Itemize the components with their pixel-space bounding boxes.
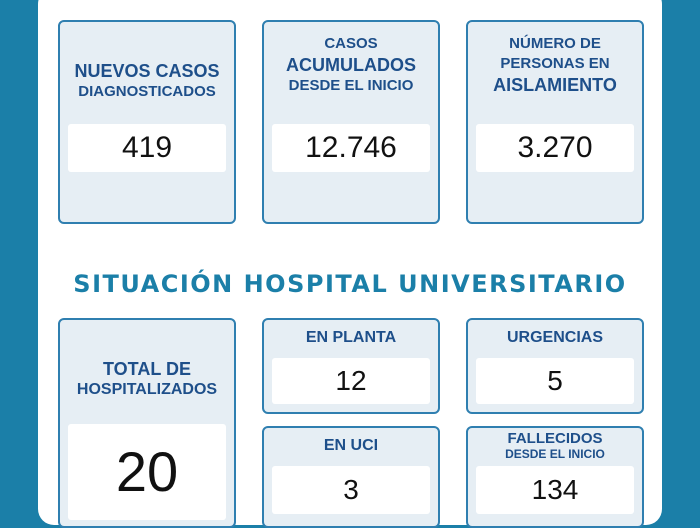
uci-value: 3 <box>272 466 430 514</box>
aislamiento-label: NÚMERO DE PERSONAS EN AISLAMIENTO <box>468 34 642 96</box>
urgencias-value: 5 <box>476 358 634 404</box>
nuevos-casos-value: 419 <box>68 124 226 172</box>
aislamiento-line2: PERSONAS EN <box>500 55 610 72</box>
card-fallecidos: FALLECIDOS DESDE EL INICIO 134 <box>466 426 644 528</box>
acumulados-label: CASOS ACUMULADOS DESDE EL INICIO <box>264 34 438 96</box>
acumulados-value: 12.746 <box>272 124 430 172</box>
total-line1: TOTAL DE <box>102 359 191 379</box>
total-line2: HOSPITALIZADOS <box>76 381 218 398</box>
urgencias-label: URGENCIAS <box>506 329 603 346</box>
acumulados-line3: DESDE EL INICIO <box>288 77 414 94</box>
card-aislamiento: NÚMERO DE PERSONAS EN AISLAMIENTO 3.270 <box>466 20 644 224</box>
section-title: SITUACIÓN HOSPITAL UNIVERSITARIO <box>73 270 627 298</box>
aislamiento-line3: AISLAMIENTO <box>493 75 617 95</box>
planta-value: 12 <box>272 358 430 404</box>
total-label: TOTAL DE HOSPITALIZADOS <box>60 358 234 400</box>
aislamiento-value: 3.270 <box>476 124 634 172</box>
nuevos-casos-line1: NUEVOS CASOS <box>74 61 220 81</box>
card-en-planta: EN PLANTA 12 <box>262 318 440 414</box>
fallecidos-label: FALLECIDOS DESDE EL INICIO <box>468 430 642 461</box>
card-en-uci: EN UCI 3 <box>262 426 440 528</box>
fallecidos-line1: FALLECIDOS <box>507 430 603 447</box>
card-urgencias: URGENCIAS 5 <box>466 318 644 414</box>
acumulados-line1: CASOS <box>324 35 378 52</box>
uci-label: EN UCI <box>323 437 379 454</box>
acumulados-line2: ACUMULADOS <box>286 55 416 75</box>
fallecidos-value: 134 <box>476 466 634 514</box>
nuevos-casos-line2: DIAGNOSTICADOS <box>78 83 216 100</box>
planta-label: EN PLANTA <box>305 329 397 346</box>
card-nuevos-casos: NUEVOS CASOS DIAGNOSTICADOS 419 <box>58 20 236 224</box>
nuevos-casos-label: NUEVOS CASOS DIAGNOSTICADOS <box>60 60 234 102</box>
card-total-hospitalizados: TOTAL DE HOSPITALIZADOS 20 <box>58 318 236 528</box>
total-value: 20 <box>68 424 226 520</box>
aislamiento-line1: NÚMERO DE <box>509 35 601 52</box>
fallecidos-line2: DESDE EL INICIO <box>505 447 605 461</box>
card-casos-acumulados: CASOS ACUMULADOS DESDE EL INICIO 12.746 <box>262 20 440 224</box>
